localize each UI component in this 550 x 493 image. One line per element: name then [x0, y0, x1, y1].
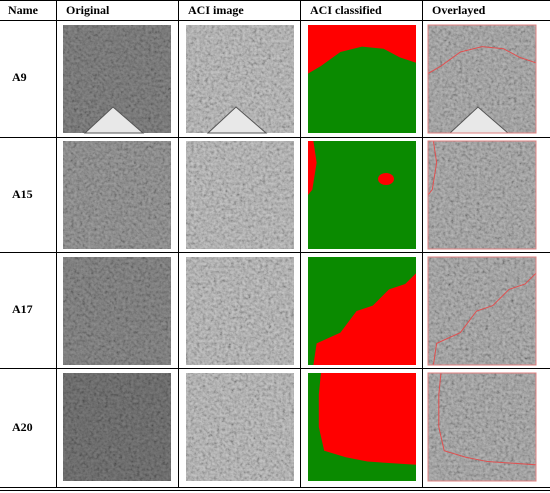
header-cell: Original: [66, 3, 110, 17]
photo: [63, 257, 171, 365]
class-red: [308, 141, 317, 195]
header-cell: Name: [8, 3, 39, 17]
photo: [63, 141, 171, 249]
cell-image: [186, 257, 294, 365]
cell-image: [427, 256, 537, 366]
overlay-border: [427, 256, 537, 366]
cell-image: [308, 373, 416, 481]
class-red: [313, 273, 416, 365]
photo: [186, 373, 294, 481]
row-name: A17: [12, 302, 33, 316]
photo: [428, 141, 536, 249]
cell-image: [186, 373, 294, 481]
header-cell: ACI image: [188, 3, 244, 17]
overlay-border: [427, 24, 537, 134]
cell-image: [63, 257, 171, 365]
row-name: A9: [12, 70, 27, 84]
photo: [186, 141, 294, 249]
header-cell: ACI classified: [310, 3, 382, 17]
cell-image: [63, 373, 171, 481]
cell-image: [427, 140, 537, 250]
cell-image: [427, 24, 537, 134]
cell-image: [308, 141, 416, 249]
cell-image: [308, 25, 416, 133]
class-green: [308, 141, 416, 249]
cell-image: [63, 25, 171, 134]
header-cell: Overlayed: [432, 3, 486, 17]
cell-image: [308, 257, 416, 365]
cell-image: [63, 141, 171, 249]
class-red: [318, 373, 416, 465]
cell-image: [427, 372, 537, 482]
cell-image: [186, 25, 294, 134]
photo-detail: [83, 106, 145, 134]
photo: [186, 257, 294, 365]
photo: [428, 373, 536, 481]
row-name: A15: [12, 187, 33, 201]
class-red: [308, 25, 416, 74]
photo: [428, 257, 536, 365]
cell-image: [186, 141, 294, 249]
class-red: [378, 173, 394, 185]
row-name: A20: [12, 420, 33, 434]
photo-detail: [206, 106, 268, 134]
photo: [63, 373, 171, 481]
overlay-border: [427, 372, 537, 482]
overlay-border: [427, 140, 537, 250]
